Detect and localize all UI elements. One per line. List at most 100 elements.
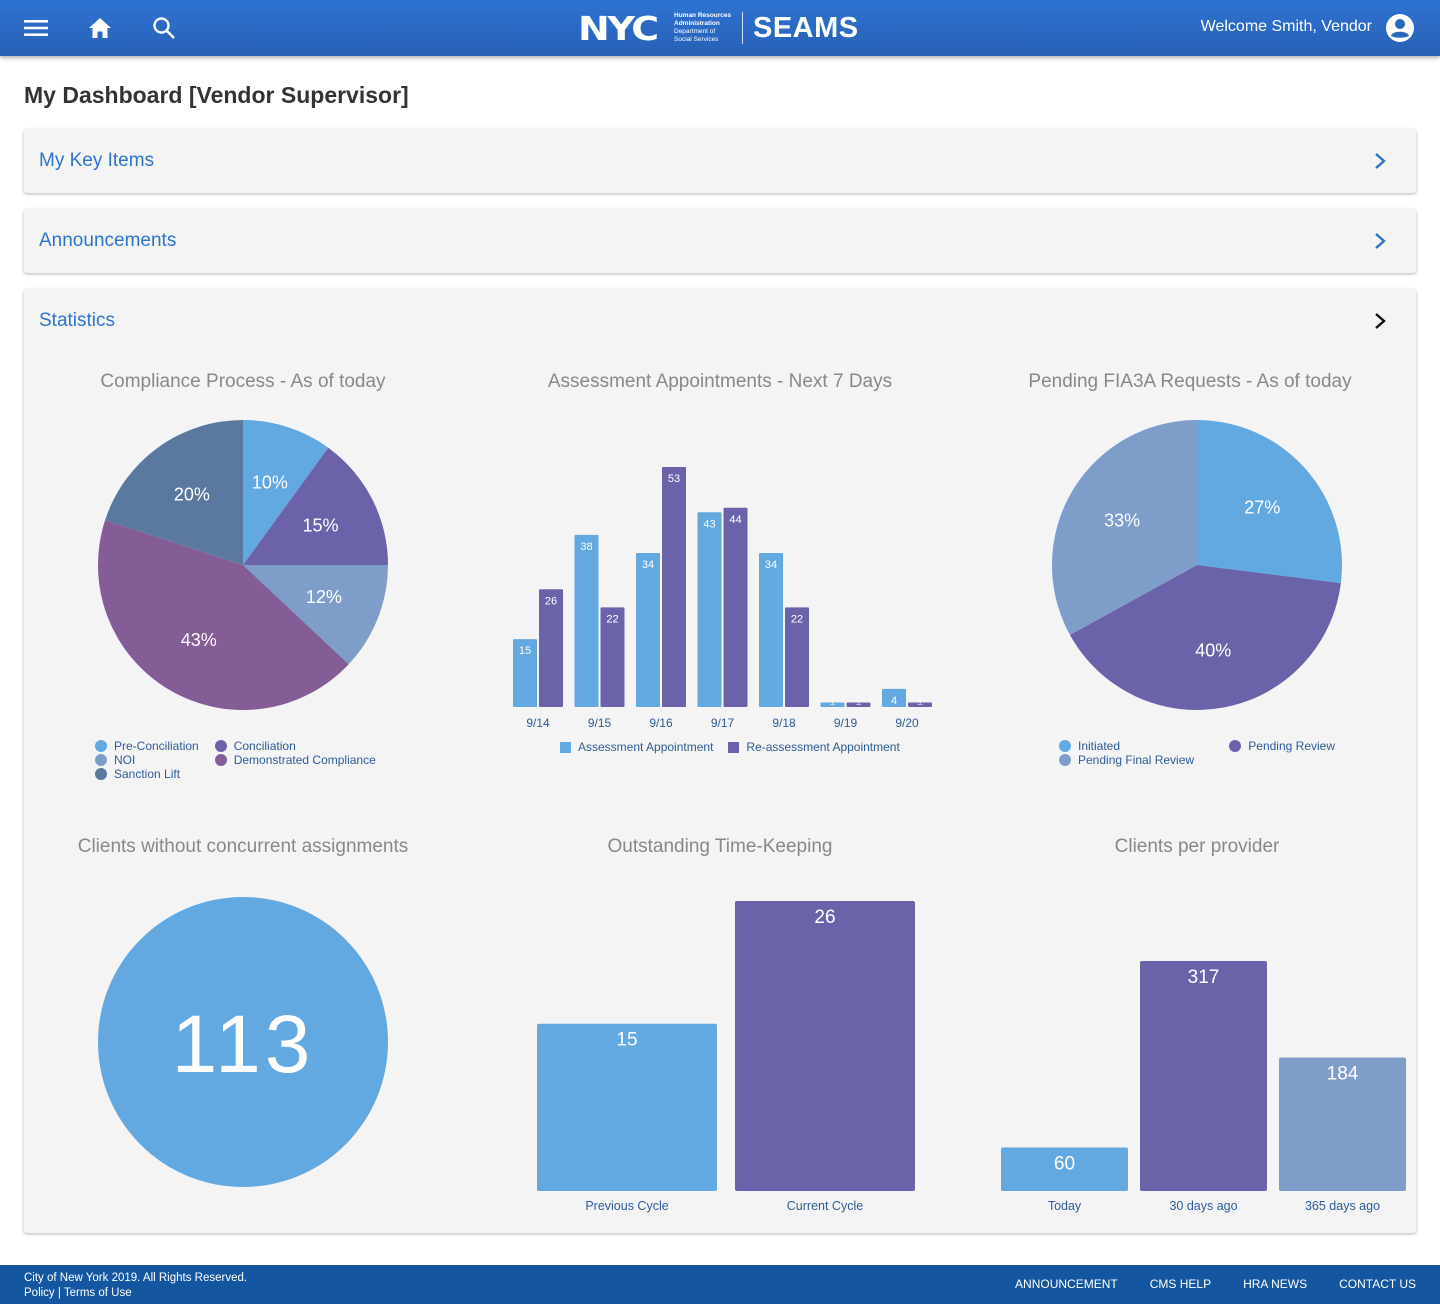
chart-title-time-keeping: Outstanding Time-Keeping <box>607 836 833 857</box>
pie-slice-label: 20% <box>174 485 210 505</box>
bar-value-label: 22 <box>791 613 803 625</box>
pie-slice[interactable] <box>97 520 349 710</box>
pie-slice[interactable] <box>1069 565 1341 710</box>
announcements-panel[interactable]: Announcements <box>24 209 1416 273</box>
policy-link[interactable]: Policy <box>24 1287 55 1299</box>
legend-item[interactable]: Assessment Appointment <box>560 740 713 754</box>
pie-slice[interactable] <box>1052 420 1197 635</box>
bar-value-label: 4 <box>891 695 897 707</box>
hra-line-1: Human Resources <box>674 12 732 19</box>
bar[interactable] <box>697 512 722 707</box>
bar-value-label: 44 <box>729 514 741 526</box>
legend-item[interactable]: Re-assessment Appointment <box>728 740 900 754</box>
pie-slice[interactable] <box>1197 420 1342 584</box>
legend-label: Re-assessment Appointment <box>746 740 900 754</box>
pie-slice-label: 33% <box>1104 511 1140 531</box>
compliance-legend: Pre-Conciliation NOI Sanction Lift Conci… <box>95 739 415 781</box>
bar-value-label: 43 <box>703 518 715 530</box>
search-icon[interactable] <box>150 14 178 42</box>
legend-item[interactable]: Pending Final Review <box>1059 753 1194 767</box>
bar[interactable] <box>574 534 599 707</box>
legend-item[interactable]: Pre-Conciliation <box>95 739 199 753</box>
bar[interactable] <box>636 553 660 707</box>
legend-item[interactable]: Demonstrated Compliance <box>214 753 376 767</box>
bar[interactable] <box>539 589 563 707</box>
bar[interactable] <box>723 507 748 707</box>
bar[interactable] <box>735 901 915 1191</box>
bar[interactable] <box>600 607 625 707</box>
nyc-seams-logo[interactable]: NYC Human Resources Administration Depar… <box>578 10 859 46</box>
legend-swatch <box>95 754 107 766</box>
account-circle-icon[interactable] <box>1385 13 1415 43</box>
legend-label: Initiated <box>1078 739 1121 753</box>
terms-link[interactable]: Terms of Use <box>63 1287 132 1299</box>
time-keeping-bar-chart: 15 Previous Cycle 26 Current Cycle <box>537 901 915 1213</box>
legend-label: Pending Review <box>1248 739 1335 753</box>
pie-slice[interactable] <box>105 420 243 565</box>
bar[interactable] <box>513 639 537 707</box>
announcements-title[interactable]: Announcements <box>39 230 177 251</box>
x-tick-label: 9/17 <box>711 716 735 730</box>
footer-link-contact-us[interactable]: CONTACT US <box>1339 1277 1416 1291</box>
pie-slice-label: 15% <box>303 516 339 536</box>
home-icon[interactable] <box>86 14 114 42</box>
legend-item[interactable]: Conciliation <box>214 739 376 753</box>
pie-slice[interactable] <box>243 565 388 665</box>
bar[interactable] <box>1279 1057 1406 1191</box>
x-tick-label: 9/18 <box>772 716 796 730</box>
menu-icon[interactable] <box>22 14 50 42</box>
logo-divider <box>742 12 743 44</box>
bar-value-label: 38 <box>580 541 592 553</box>
assessment-legend: Assessment Appointment Re-assessment App… <box>560 740 900 754</box>
bar[interactable] <box>759 553 783 707</box>
footer-link-announcement[interactable]: ANNOUNCEMENT <box>1015 1277 1118 1291</box>
bar-value-label: 26 <box>814 907 835 928</box>
nyc-logo-text: NYC <box>578 8 659 48</box>
legend-label: NOI <box>114 753 136 767</box>
pie-slice-label: 10% <box>252 472 288 492</box>
bar[interactable] <box>908 702 932 707</box>
statistics-title[interactable]: Statistics <box>39 310 116 331</box>
clients-provider-bar-chart: 60 Today 317 30 days ago 184 365 days ago <box>1001 961 1406 1213</box>
bar[interactable] <box>1001 1147 1128 1191</box>
page-title: My Dashboard [Vendor Supervisor] <box>24 82 409 108</box>
legend-item[interactable]: NOI <box>95 753 199 767</box>
hra-line-3: Department of <box>674 28 716 35</box>
pie-slice[interactable] <box>243 447 388 565</box>
x-tick-label: 9/16 <box>649 716 673 730</box>
bar-value-label: 1 <box>829 696 835 708</box>
legend-item[interactable]: Sanction Lift <box>95 767 199 781</box>
value-circle <box>98 897 388 1187</box>
bar-value-label: 1 <box>917 696 923 708</box>
legend-swatch <box>214 740 227 752</box>
legend-swatch <box>1059 740 1071 752</box>
bar[interactable] <box>1140 961 1267 1191</box>
footer-link-hra-news[interactable]: HRA NEWS <box>1243 1277 1308 1291</box>
footer-link-cms-help[interactable]: CMS HELP <box>1149 1277 1212 1291</box>
chevron-right-icon[interactable] <box>1372 151 1388 171</box>
copyright-text: City of New York 2019. All Rights Reserv… <box>24 1272 248 1284</box>
legend-item[interactable]: Initiated <box>1059 739 1194 753</box>
chevron-right-icon[interactable] <box>1372 231 1388 251</box>
bar[interactable] <box>662 467 686 707</box>
bar[interactable] <box>537 1023 717 1191</box>
bar-value-label: 53 <box>668 473 680 485</box>
hra-line-2: Administration <box>674 20 720 27</box>
hra-line-4: Social Services <box>674 36 719 43</box>
chevron-right-icon[interactable] <box>1372 311 1388 331</box>
x-tick-label: 9/19 <box>834 716 858 730</box>
legend-swatch <box>214 754 227 766</box>
x-tick-label: Today <box>1048 1199 1082 1213</box>
bar[interactable] <box>785 607 809 707</box>
legend-label: Pre-Conciliation <box>114 739 199 753</box>
bar[interactable] <box>846 702 871 707</box>
chart-title-compliance: Compliance Process - As of today <box>100 371 386 392</box>
bar[interactable] <box>882 688 906 707</box>
bar[interactable] <box>820 702 845 707</box>
my-key-items-title[interactable]: My Key Items <box>39 150 155 171</box>
legend-item[interactable]: Pending Review <box>1229 739 1335 753</box>
legend-label: Sanction Lift <box>114 767 181 781</box>
my-key-items-panel[interactable]: My Key Items <box>24 129 1416 193</box>
pie-slice[interactable] <box>243 420 329 565</box>
chart-title-clients-provider: Clients per provider <box>1114 836 1280 857</box>
